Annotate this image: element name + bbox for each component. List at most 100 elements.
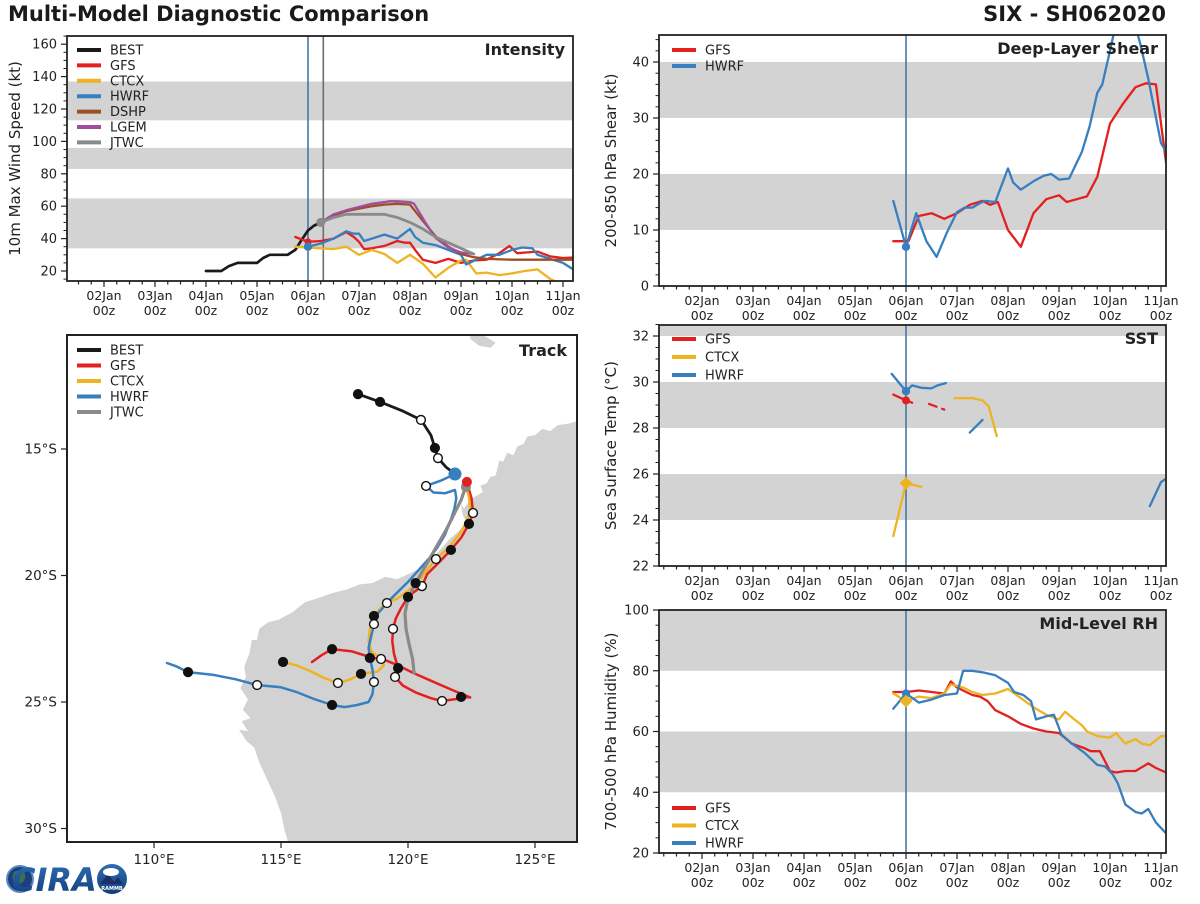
y-tick-label: 120 (32, 103, 57, 118)
series-lgem (319, 200, 475, 256)
legend-label-gfs: GFS (110, 359, 136, 374)
axes-sst: 02Jan00z03Jan00z04Jan00z05Jan00z06Jan00z… (632, 324, 1179, 603)
x-tick-sublabel: 00z (501, 303, 524, 318)
y-tick-label: 22 (632, 560, 649, 575)
x-tick-label: 03Jan (735, 860, 770, 875)
track-marker-12z (432, 453, 444, 464)
panel-track: 110°E 115°E 120°E 125°E 15°S 20°S 25°S 30°S Trac… (25, 334, 578, 868)
y-tick-label: 100 (32, 135, 57, 150)
x-tick-sublabel: 00z (691, 875, 714, 890)
x-tick-sublabel: 00z (1048, 588, 1071, 603)
category-band (67, 147, 573, 169)
x-tick-sublabel: 00z (946, 875, 969, 890)
lon-tick-label: 125°E (514, 852, 555, 868)
y-tick-label: 20 (632, 847, 649, 862)
x-tick-label: 08Jan (990, 860, 1025, 875)
track-marker-00z (355, 668, 367, 680)
x-tick-label: 03Jan (735, 293, 770, 308)
legend-label-hwrf: HWRF (705, 837, 744, 852)
track-marker-00z (374, 396, 386, 408)
init-marker-gfs (902, 396, 910, 405)
legend-label-hwrf: HWRF (110, 390, 149, 405)
x-tick-sublabel: 00z (997, 588, 1020, 603)
legend-label-hwrf: HWRF (705, 369, 744, 384)
cira-logo: CIRA RAMMB (6, 858, 146, 900)
category-band (659, 174, 1166, 230)
track-marker-00z (392, 662, 404, 674)
cira-logo-text: CIRA (12, 861, 97, 899)
legend-label-jtwc: JTWC (109, 406, 144, 421)
track-marker-12z (252, 679, 263, 691)
axes-rh: 02Jan00z03Jan00z04Jan00z05Jan00z06Jan00z… (624, 604, 1178, 891)
init-position-hwrf (448, 467, 462, 481)
legend-label-hwrf: HWRF (705, 60, 744, 75)
y-tick-label: 40 (632, 56, 649, 71)
legend-label-dshp: DSHP (110, 105, 146, 120)
x-tick-label: 07Jan (939, 860, 974, 875)
x-tick-sublabel: 00z (793, 875, 816, 890)
init-marker-hwrf (303, 242, 313, 251)
x-tick-sublabel: 00z (1099, 308, 1122, 323)
series-gfs (927, 402, 946, 411)
x-tick-label: 03Jan (735, 573, 770, 588)
legend-label-ctcx: CTCX (110, 375, 144, 390)
x-tick-label: 09Jan (443, 288, 478, 303)
legend-label-gfs: GFS (705, 333, 731, 348)
track-line-best (356, 392, 457, 476)
x-tick-label: 11Jan (1143, 573, 1178, 588)
panel-title-track: Track (519, 341, 567, 360)
x-tick-sublabel: 00z (895, 875, 918, 890)
lon-tick-label: 115°E (260, 852, 301, 868)
x-tick-label: 06Jan (888, 293, 923, 308)
series-ctcx (953, 396, 998, 438)
x-tick-label: 07Jan (939, 573, 974, 588)
x-tick-sublabel: 00z (246, 303, 269, 318)
lat-tick-label: 25°S (25, 695, 58, 711)
y-tick-label: 140 (32, 70, 57, 85)
x-tick-sublabel: 00z (450, 303, 473, 318)
track-marker-00z (182, 667, 194, 678)
y-tick-label: 40 (40, 232, 57, 247)
x-tick-label: 11Jan (1143, 860, 1178, 875)
y-tick-label: 0 (641, 280, 649, 295)
axes-intensity: 02Jan00z03Jan00z04Jan00z05Jan00z06Jan00z… (32, 35, 581, 318)
track-marker-12z (381, 597, 393, 609)
series-jtwc (319, 212, 476, 256)
panel-sst: 02Jan00z03Jan00z04Jan00z05Jan00z06Jan00z… (602, 324, 1179, 603)
y-tick-label: 20 (40, 265, 57, 280)
track-marker-00z (445, 544, 457, 556)
series-gfs (892, 82, 1166, 248)
category-band (659, 731, 1166, 793)
x-tick-label: 04Jan (786, 573, 821, 588)
panel-border (658, 34, 1167, 287)
x-tick-label: 08Jan (392, 288, 427, 303)
x-tick-label: 10Jan (1092, 293, 1127, 308)
series-hwrf (892, 35, 1166, 259)
y-tick-label: 80 (632, 664, 649, 679)
x-tick-sublabel: 00z (1150, 875, 1173, 890)
x-tick-sublabel: 00z (691, 308, 714, 323)
legend: GFS CTCX HWRF (672, 333, 744, 384)
x-tick-label: 09Jan (1041, 573, 1076, 588)
x-tick-label: 11Jan (1143, 293, 1178, 308)
x-tick-sublabel: 00z (93, 303, 116, 318)
init-marker-hwrf (901, 242, 911, 251)
track-marker-12z (436, 695, 448, 707)
track-marker-12z (368, 676, 380, 688)
category-band (67, 81, 573, 121)
x-tick-label: 08Jan (990, 573, 1025, 588)
x-tick-sublabel: 00z (1099, 588, 1122, 603)
lon-tick-label: 120°E (387, 852, 428, 868)
x-tick-sublabel: 00z (691, 588, 714, 603)
y-axis-label: 10m Max Wind Speed (kt) (6, 61, 24, 256)
x-tick-label: 05Jan (837, 860, 872, 875)
series-best (204, 221, 323, 273)
panel-title-shear: Deep-Layer Shear (997, 39, 1158, 58)
panel-title-intensity: Intensity (485, 40, 566, 59)
x-tick-label: 10Jan (494, 288, 529, 303)
init-marker-hwrf (901, 387, 911, 396)
figure-title: Multi-Model Diagnostic Comparison (8, 2, 430, 26)
